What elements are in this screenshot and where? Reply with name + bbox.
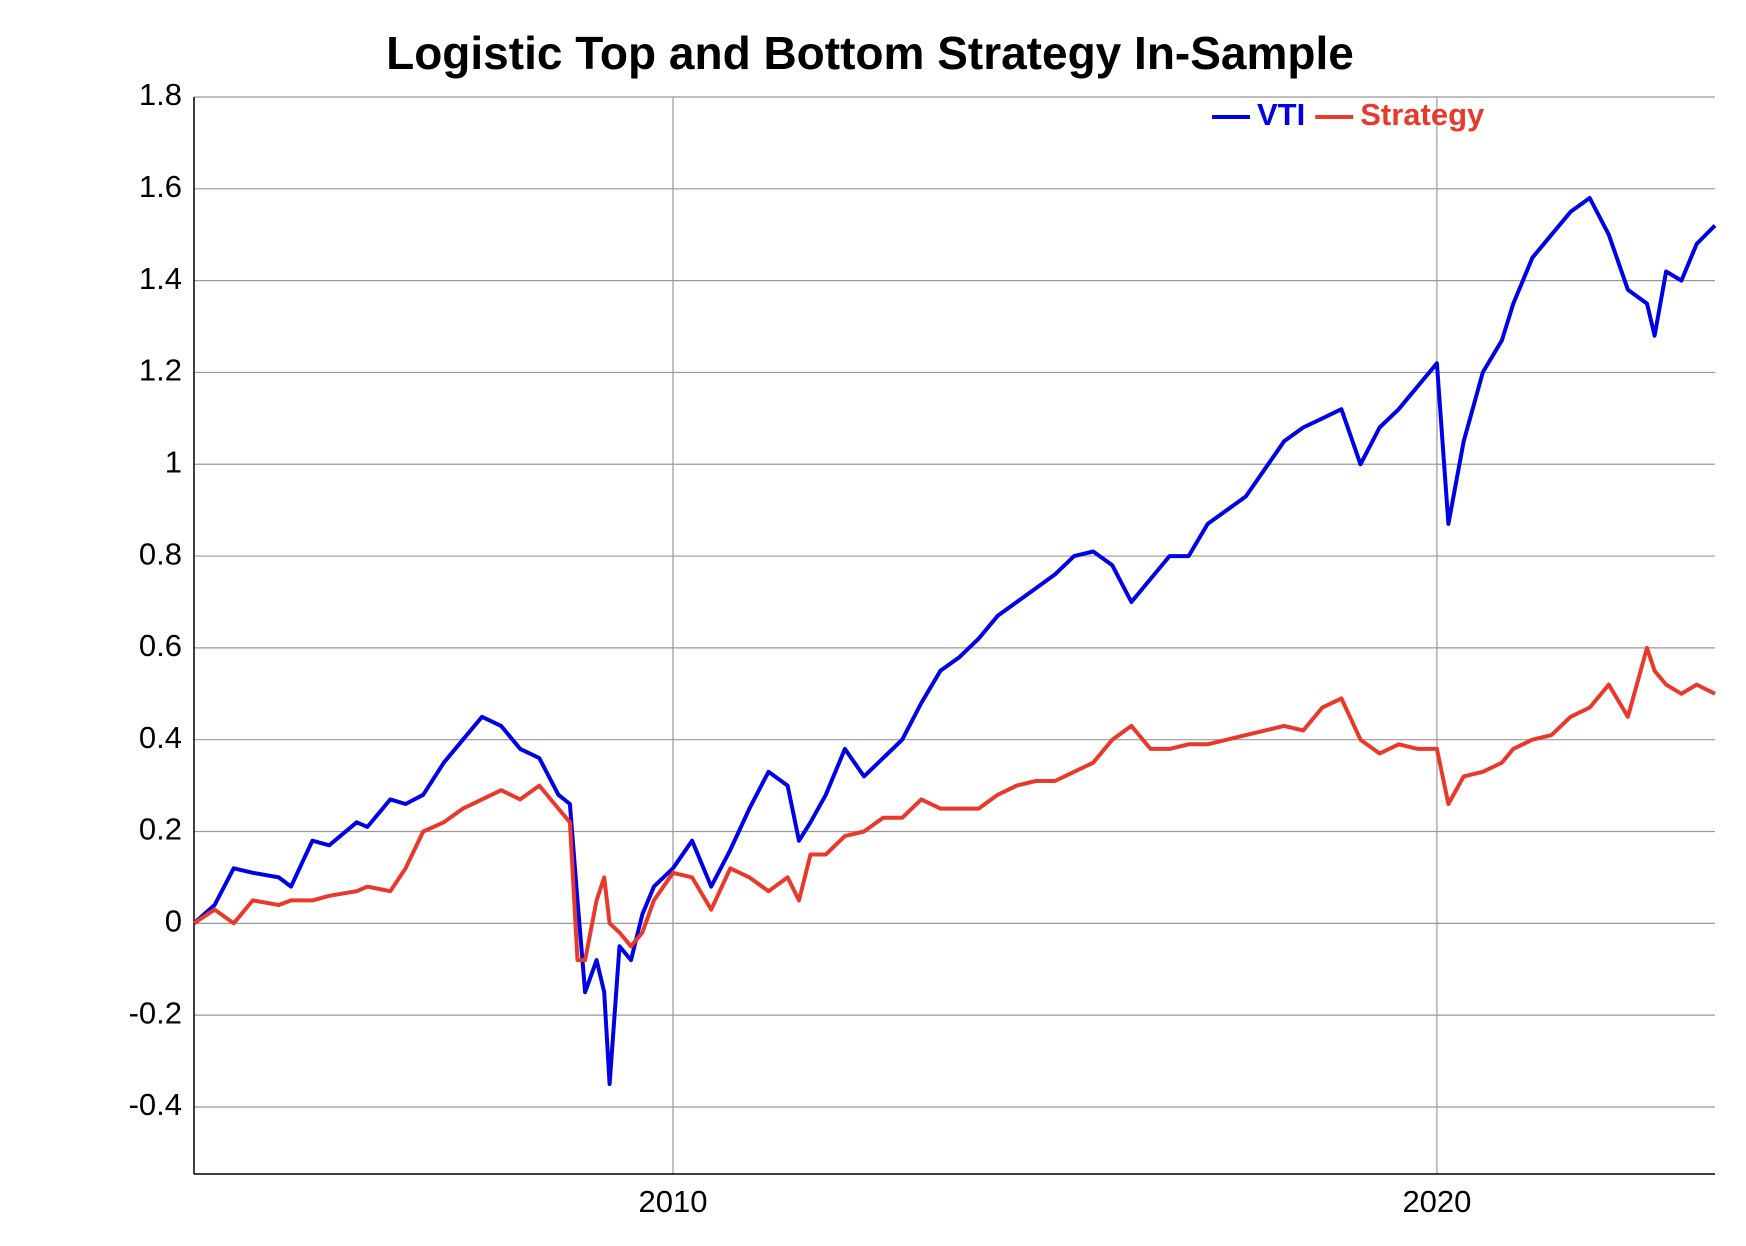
y-tick-label: 1.6 xyxy=(139,169,182,204)
series-line xyxy=(192,645,1716,963)
y-tick-label: 1.8 xyxy=(139,77,182,112)
legend-label: VTI xyxy=(1257,97,1305,132)
y-tick-label: -0.4 xyxy=(129,1087,182,1122)
x-tick-label: 2020 xyxy=(1402,1184,1471,1219)
y-tick-label: 1 xyxy=(165,444,182,479)
y-tick-label: 0.6 xyxy=(139,628,182,663)
y-tick-label: 0 xyxy=(165,904,182,939)
y-tick-label: 0.2 xyxy=(139,812,182,847)
legend-label: Strategy xyxy=(1360,97,1485,132)
series-line xyxy=(192,196,1717,1086)
y-tick-label: -0.2 xyxy=(129,995,182,1030)
y-tick-label: 0.8 xyxy=(139,536,182,571)
chart-title: Logistic Top and Bottom Strategy In-Samp… xyxy=(386,27,1354,79)
y-tick-label: 1.4 xyxy=(139,261,182,296)
y-tick-label: 1.2 xyxy=(139,353,182,388)
x-tick-label: 2010 xyxy=(639,1184,708,1219)
y-tick-label: 0.4 xyxy=(139,720,182,755)
